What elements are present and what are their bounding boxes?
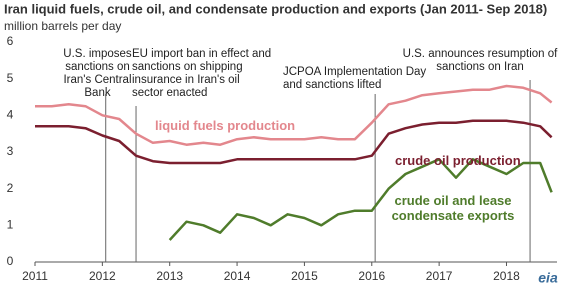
x-tick-label: 2015 [291, 269, 318, 283]
y-tick-label: 0 [7, 254, 14, 268]
x-tick-label: 2013 [156, 269, 183, 283]
note-box: U.S. imposes sanctions on Iran's Central… [63, 48, 132, 99]
annotation: U.S. imposes sanctions on Iran's Central… [63, 48, 132, 99]
y-tick-label: 5 [7, 71, 14, 85]
series-label: crude oil production [395, 153, 521, 168]
y-tick-label: 6 [7, 34, 14, 48]
note-box: EU import ban in effect and sanctions on… [132, 48, 272, 99]
y-tick-label: 1 [7, 218, 14, 232]
note-box: crude oil production [395, 153, 521, 168]
series-line [35, 84, 553, 146]
note-box: crude oil and lease condensate exports [391, 193, 515, 223]
chart-subtitle: million barrels per day [4, 19, 121, 33]
y-tick-label: 4 [7, 108, 14, 122]
series-label: crude oil and lease condensate exports [391, 193, 515, 223]
series-line [168, 158, 553, 241]
annotation: JCPOA Implementation Day and sanctions l… [283, 66, 427, 91]
x-tick-label: 2018 [493, 269, 520, 283]
series-label: liquid fuels production [155, 118, 296, 133]
y-tick-label: 2 [7, 181, 14, 195]
eia-logo: eia [538, 270, 558, 286]
x-tick-label: 2014 [224, 269, 251, 283]
series-line [35, 119, 553, 165]
x-tick-label: 2016 [358, 269, 385, 283]
chart-title: Iran liquid fuels, crude oil, and conden… [4, 1, 547, 16]
annotation: EU import ban in effect and sanctions on… [132, 48, 272, 99]
annotation: U.S. announces resumption of sanctions o… [402, 48, 558, 73]
note-box: liquid fuels production [155, 118, 296, 133]
x-tick-label: 2017 [426, 269, 453, 283]
x-tick-label: 2011 [22, 269, 48, 283]
note-box: JCPOA Implementation Day and sanctions l… [283, 66, 427, 91]
x-tick-label: 2012 [89, 269, 116, 283]
note-box: U.S. announces resumption of sanctions o… [402, 48, 558, 73]
y-tick-label: 3 [7, 144, 14, 158]
